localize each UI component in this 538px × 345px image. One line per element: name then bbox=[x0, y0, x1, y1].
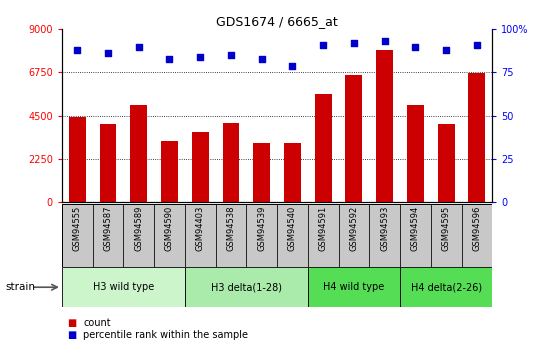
FancyBboxPatch shape bbox=[93, 204, 123, 267]
Point bbox=[442, 47, 450, 53]
Text: H4 wild type: H4 wild type bbox=[323, 282, 385, 292]
Bar bbox=[345, 75, 363, 202]
Point bbox=[165, 56, 174, 61]
Text: GSM94555: GSM94555 bbox=[73, 206, 82, 251]
FancyBboxPatch shape bbox=[154, 204, 185, 267]
Text: GSM94403: GSM94403 bbox=[196, 206, 205, 251]
Text: count: count bbox=[83, 318, 111, 327]
FancyBboxPatch shape bbox=[185, 204, 216, 267]
Bar bbox=[185, 267, 308, 307]
Text: GSM94592: GSM94592 bbox=[349, 206, 358, 251]
Point bbox=[226, 52, 235, 58]
FancyBboxPatch shape bbox=[431, 204, 462, 267]
FancyBboxPatch shape bbox=[338, 204, 369, 267]
FancyBboxPatch shape bbox=[462, 204, 492, 267]
Text: GSM94594: GSM94594 bbox=[411, 206, 420, 251]
Point bbox=[196, 54, 204, 60]
Bar bbox=[308, 267, 400, 307]
Text: strain: strain bbox=[5, 282, 36, 292]
Text: GSM94589: GSM94589 bbox=[134, 206, 143, 251]
FancyBboxPatch shape bbox=[216, 204, 246, 267]
FancyBboxPatch shape bbox=[308, 204, 338, 267]
Point bbox=[472, 42, 481, 48]
Text: GSM94538: GSM94538 bbox=[226, 206, 236, 251]
Text: GSM94540: GSM94540 bbox=[288, 206, 297, 251]
Bar bbox=[469, 73, 485, 202]
Bar bbox=[284, 144, 301, 202]
FancyBboxPatch shape bbox=[123, 204, 154, 267]
FancyBboxPatch shape bbox=[246, 204, 277, 267]
Point bbox=[319, 42, 328, 48]
Bar bbox=[192, 132, 209, 202]
Text: GSM94591: GSM94591 bbox=[318, 206, 328, 251]
FancyBboxPatch shape bbox=[277, 204, 308, 267]
Bar bbox=[438, 124, 455, 202]
Point bbox=[73, 47, 82, 53]
Point bbox=[411, 44, 420, 49]
Bar bbox=[400, 267, 492, 307]
Text: GSM94590: GSM94590 bbox=[165, 206, 174, 251]
Point bbox=[104, 51, 112, 56]
Point bbox=[350, 40, 358, 46]
Text: GSM94595: GSM94595 bbox=[442, 206, 451, 251]
Point bbox=[134, 44, 143, 49]
Text: H3 wild type: H3 wild type bbox=[93, 282, 154, 292]
FancyBboxPatch shape bbox=[62, 204, 93, 267]
Bar bbox=[253, 144, 270, 202]
Bar bbox=[376, 50, 393, 202]
Bar bbox=[407, 105, 424, 202]
Text: percentile rank within the sample: percentile rank within the sample bbox=[83, 330, 249, 339]
Text: GSM94587: GSM94587 bbox=[103, 206, 112, 251]
Bar bbox=[62, 267, 185, 307]
FancyBboxPatch shape bbox=[369, 204, 400, 267]
Point bbox=[257, 56, 266, 61]
Text: ■: ■ bbox=[67, 330, 76, 339]
Bar bbox=[69, 118, 86, 202]
Text: ■: ■ bbox=[67, 318, 76, 327]
FancyBboxPatch shape bbox=[400, 204, 431, 267]
Text: H4 delta(2-26): H4 delta(2-26) bbox=[410, 282, 482, 292]
Bar bbox=[100, 124, 116, 202]
Point bbox=[288, 63, 297, 68]
Point bbox=[380, 39, 389, 44]
Text: H3 delta(1-28): H3 delta(1-28) bbox=[211, 282, 282, 292]
Text: GSM94596: GSM94596 bbox=[472, 206, 482, 251]
Text: GSM94539: GSM94539 bbox=[257, 206, 266, 251]
Bar bbox=[315, 95, 331, 202]
Title: GDS1674 / 6665_at: GDS1674 / 6665_at bbox=[216, 15, 338, 28]
Bar bbox=[223, 123, 239, 202]
Bar bbox=[161, 141, 178, 202]
Text: GSM94593: GSM94593 bbox=[380, 206, 389, 251]
Bar bbox=[130, 105, 147, 202]
